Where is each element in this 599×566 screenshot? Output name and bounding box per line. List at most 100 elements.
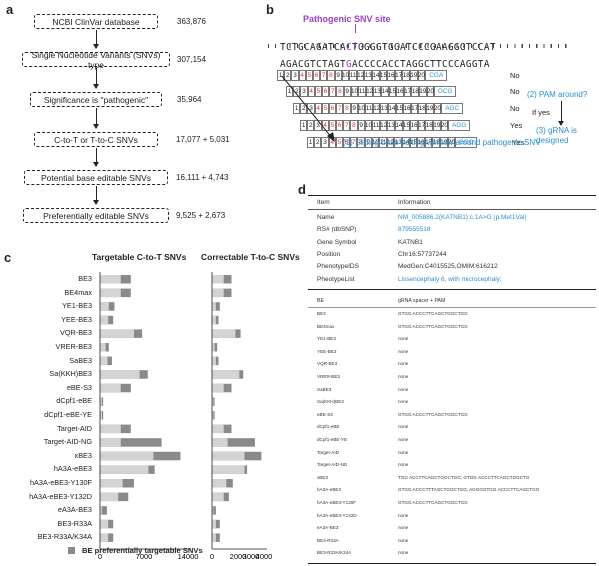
window-position: 20 <box>417 70 426 81</box>
category-label: hA3A-eBE3-Y132D <box>29 491 92 501</box>
pam-sequence: GCG <box>434 86 457 97</box>
x-tick-label: 14000 <box>178 552 199 561</box>
x-tick-label: 3000 <box>243 552 260 561</box>
grna-sequence: none <box>398 437 409 442</box>
window-position: 4 <box>307 86 315 97</box>
bar-preferential <box>100 343 106 352</box>
window-position: 16 <box>403 103 411 114</box>
category-label: dCpf1-eBE-YE <box>44 410 92 419</box>
window-position: 7 <box>336 103 344 114</box>
bottom-strand-right: ACCCCACCTAGGCTTCCCAGGTA <box>351 59 490 70</box>
category-label: BE4max <box>64 287 92 297</box>
category-label: eBE-S3 <box>66 382 92 392</box>
window-position: 11 <box>372 120 380 131</box>
be-name: hA3A-eBE3-Y130F <box>317 500 357 505</box>
bar-preferential <box>212 438 228 447</box>
window-position: 11 <box>358 86 366 97</box>
window-position: 19 <box>426 103 434 114</box>
be-header-rule <box>308 307 596 308</box>
flow-step-box: NCBI ClinVar database <box>34 14 158 29</box>
bar-preferential <box>212 329 236 338</box>
window-position: 18 <box>425 120 434 131</box>
grna-sequence: none <box>398 399 409 405</box>
chart-right-title: Correctable T-to-C SNVs <box>201 252 300 262</box>
be-name: YE1-BE3 <box>317 336 336 342</box>
chart-left-title: Targetable C-to-T SNVs <box>92 252 187 262</box>
window-position: 3 <box>321 137 329 148</box>
bar-preferential <box>212 533 216 542</box>
flow-step-count: 35,964 <box>177 95 202 104</box>
flow-step-box: Preferentially editable SNVs <box>23 208 169 223</box>
info-value[interactable]: Lissencephaly 6, with microcephaly; <box>398 275 502 283</box>
info-value: Chr16:57737244 <box>398 250 447 258</box>
window-position: 17 <box>403 86 412 97</box>
bar-preferential <box>100 438 121 447</box>
panel-a-letter: a <box>6 2 14 17</box>
pam-sequence: AGC <box>441 103 464 114</box>
window-position: 19 <box>410 70 418 81</box>
window-position: 11 <box>365 103 373 114</box>
window-position: 18 <box>418 103 427 114</box>
editing-window: 1 2 3 4 5 6 7 8 9 10 11 12 13 14 15 16 17 18 19 20 GGG <box>307 137 478 148</box>
info-key: RS# (dbSNP) <box>317 226 357 234</box>
flow-step-count: 16,111 + 4,743 <box>176 173 229 182</box>
bottom-strand-left: AGACGTCTAGT <box>280 59 346 70</box>
x-tick-label: 0 <box>98 552 102 561</box>
category-label: Target-AID-NG <box>43 437 92 447</box>
window-position: 7 <box>350 137 358 148</box>
window-position: 6 <box>312 70 321 81</box>
grna-sequence: GTGG ACCCTTTAGCTGGCTGG; AGGGGTGG ACCCTTC… <box>398 487 540 493</box>
bar-total <box>100 506 107 515</box>
window-position: 14 <box>388 103 396 114</box>
snv-site-label: Pathogenic SNV site <box>303 14 391 24</box>
window-position: 11 <box>379 137 387 148</box>
panel-b-letter: b <box>266 2 274 17</box>
flow-arrow <box>93 186 99 205</box>
window-position: 13 <box>380 103 389 114</box>
be-name: SaBE3 <box>317 386 332 392</box>
x-tick-label: 4000 <box>256 552 273 561</box>
bar-preferential <box>100 356 108 366</box>
window-position: 9 <box>350 103 358 114</box>
window-position: 1 <box>307 137 315 148</box>
bar-total <box>100 438 162 447</box>
category-label: hA3A-eBE3-Y130F <box>29 478 92 487</box>
bottom-strand-mutation: G <box>345 59 352 70</box>
bar-preferential <box>212 519 216 529</box>
slide-note: (1) Sliding base editing window around p… <box>343 138 541 147</box>
bar-preferential <box>212 288 224 298</box>
bar-preferential <box>212 465 245 474</box>
grna-sequence: none <box>398 537 409 543</box>
bar-preferential <box>212 343 215 352</box>
be-name: dCpf1-eBE <box>317 424 340 430</box>
header-be: BE <box>317 298 324 304</box>
window-position: 16 <box>417 137 425 148</box>
grna-sequence: none <box>398 462 409 468</box>
header-item: Item <box>317 199 330 206</box>
bar-total <box>212 506 216 515</box>
table-bottom-rule <box>308 563 596 564</box>
flow-step-box: C-to-T or T-to-C SNVs <box>34 132 158 147</box>
ifyes-arrow <box>561 101 562 123</box>
window-position: 5 <box>335 137 343 148</box>
bar-preferential <box>100 519 109 529</box>
editing-window: 1 2 3 4 5 6 7 8 9 10 11 12 13 14 15 16 17 18 19 20 AGC <box>293 103 464 114</box>
window-position: 2 <box>307 120 315 131</box>
be-name: dCpf1-eBE-YE <box>317 437 348 442</box>
window-position: 17 <box>417 120 426 131</box>
window-position: 16 <box>410 120 418 131</box>
grna-sequence: none <box>398 386 409 392</box>
window-position: 1 <box>293 103 301 114</box>
flow-arrow <box>93 108 99 129</box>
window-position: 1 <box>300 120 308 131</box>
window-position: 20 <box>433 103 442 114</box>
info-value[interactable]: NM_005886.2(KATNB1):c.1A>G (p.Met1Val) <box>398 214 527 221</box>
bar-preferential <box>100 397 102 406</box>
window-position: 13 <box>394 137 403 148</box>
be-name: xBE3 <box>317 474 328 480</box>
bar-preferential <box>100 465 149 474</box>
ifyes-arrowhead <box>558 121 564 126</box>
window-position: 6 <box>342 137 351 148</box>
info-value[interactable]: 879555518 <box>398 226 431 234</box>
